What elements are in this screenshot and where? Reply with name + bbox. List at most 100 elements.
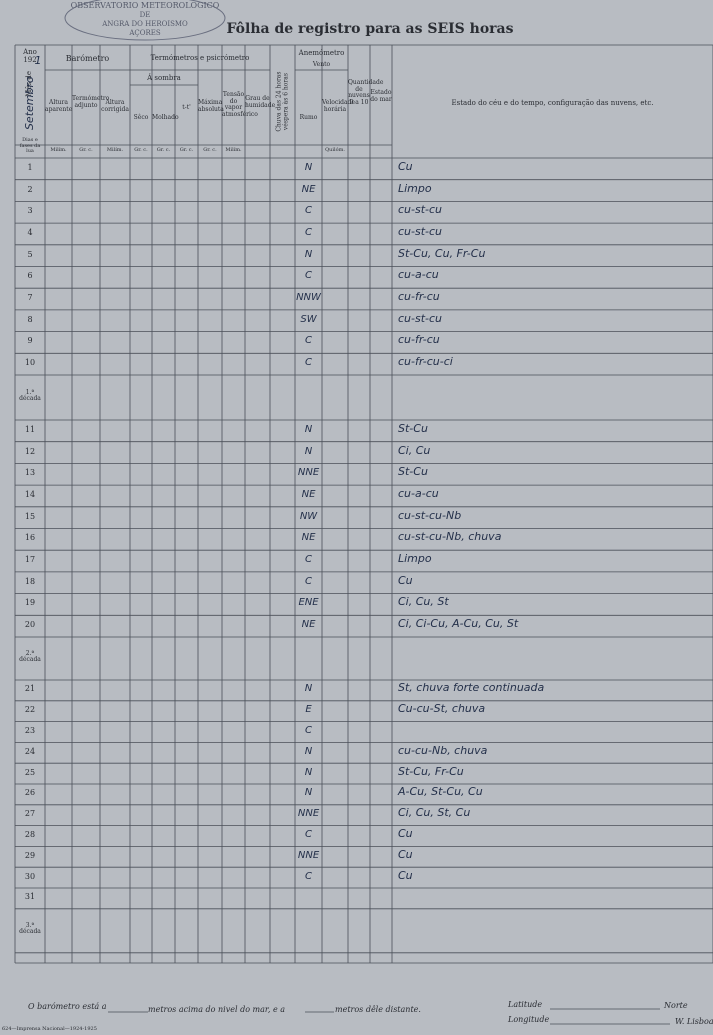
unit-label: Milím.: [50, 147, 67, 153]
wind-direction: NNE: [297, 467, 320, 479]
col-header: Chuva das 24 horas véspera às 6 horas: [275, 71, 289, 132]
footer-text: W. Lisboa: [675, 1017, 713, 1026]
wind-direction: C: [305, 829, 312, 840]
year-label: Ano 192: [23, 48, 37, 64]
day-number: 10: [24, 358, 36, 368]
day-number: 8: [27, 314, 33, 324]
sky-notes: Ci, Cu, St: [398, 595, 449, 609]
sky-notes: cu-st-cu-Nb: [398, 508, 462, 522]
day-number: 31: [24, 892, 36, 902]
sky-notes: St-Cu: [398, 421, 428, 435]
footer-text: 624—Imprensa Nacional—1924-1925: [2, 1026, 97, 1032]
day-number: 11: [24, 424, 36, 434]
days-label: Dias e fases da lua: [19, 137, 41, 154]
sky-notes: Cu: [398, 573, 413, 587]
col-header: Estado do céu e do tempo, configuração d…: [451, 99, 654, 107]
decade-label: 3.ª década: [19, 921, 41, 936]
unit-label: Milím.: [106, 147, 124, 153]
wind-direction: N: [304, 683, 313, 695]
sky-notes: cu-st-cu: [398, 203, 443, 217]
day-number: 15: [24, 511, 36, 521]
wind-direction: C: [305, 870, 312, 882]
wind-direction: C: [305, 335, 312, 347]
wind-direction: NE: [301, 619, 316, 631]
group-header: Barómetro: [65, 54, 110, 63]
unit-label: Quilóm.: [325, 147, 345, 153]
wind-direction: NE: [301, 532, 316, 544]
wind-direction: ENE: [298, 597, 319, 609]
day-number: 5: [27, 249, 33, 259]
footer-text: Longitude: [508, 1015, 550, 1024]
sky-notes: Cu: [398, 868, 413, 882]
wind-direction: NNE: [297, 849, 320, 861]
day-number: 25: [24, 767, 36, 777]
day-number: 20: [24, 620, 36, 630]
decade-label: 1.ª década: [19, 388, 41, 403]
col-header: Sêco: [133, 114, 149, 121]
col-header: Grau de humidade: [245, 95, 276, 109]
year-hand: 1: [34, 54, 42, 67]
wind-direction: SW: [300, 313, 317, 325]
sky-notes: cu-st-cu: [398, 311, 443, 325]
day-number: 28: [24, 830, 36, 839]
col-header: Altura aparente: [45, 99, 73, 113]
sky-notes: St, chuva forte continuada: [398, 681, 545, 695]
stamp-ring: [64, 0, 226, 41]
day-number: 23: [24, 726, 36, 735]
sky-notes: Ci, Ci-Cu, A-Cu, Cu, St: [398, 617, 519, 631]
sky-notes: St-Cu, Fr-Cu: [398, 764, 464, 778]
wind-direction: NE: [301, 488, 316, 500]
day-number: 14: [24, 489, 36, 499]
day-number: 24: [24, 746, 36, 756]
sky-notes: Ci, Cu, St, Cu: [398, 806, 471, 820]
wind-direction: C: [305, 357, 312, 369]
col-header: Máxima absoluta: [198, 99, 224, 113]
wind-direction: NW: [299, 510, 318, 522]
footer-text: O barómetro está a: [28, 1002, 107, 1011]
sky-notes: St-Cu, Cu, Fr-Cu: [398, 246, 486, 260]
sky-notes: Cu: [398, 827, 413, 840]
footer-text: metros acima do nivel do mar, e a: [148, 1005, 285, 1014]
wind-direction: E: [305, 704, 312, 716]
sky-notes: Cu: [398, 159, 413, 173]
sky-notes: cu-a-cu: [398, 486, 439, 500]
sky-notes: A-Cu, St-Cu, Cu: [398, 785, 483, 799]
page-title: Fôlha de registro para as SEIS horas: [226, 21, 514, 37]
day-number: 12: [24, 446, 36, 456]
stamp: AÇORES: [129, 29, 161, 37]
wind-direction: N: [304, 766, 313, 778]
col-header: Quantidade de nuvens 0 a 10: [348, 79, 384, 106]
day-number: 13: [24, 468, 36, 478]
decade-label: 2.ª década: [19, 649, 41, 664]
unit-label: Gr. c.: [79, 147, 93, 153]
group-header: Vento: [312, 61, 331, 68]
col-header: Rumo: [299, 114, 318, 121]
col-header: Á sombra: [147, 74, 181, 82]
sky-notes: Cu: [398, 847, 413, 861]
footer-text: Norte: [664, 1001, 688, 1010]
col-header: Estado do mar: [370, 89, 392, 103]
day-number: 27: [24, 809, 36, 819]
unit-label: Gr. c.: [134, 147, 148, 153]
unit-label: Milím.: [225, 147, 242, 153]
wind-direction: N: [304, 745, 313, 757]
col-header: t-t': [182, 104, 191, 111]
sky-notes: cu-fr-cu: [398, 290, 440, 304]
sky-notes: cu-fr-cu-ci: [398, 355, 453, 369]
day-number: 16: [24, 533, 36, 543]
month-hand: Setembro: [22, 76, 36, 131]
wind-direction: NNE: [297, 808, 320, 820]
wind-direction: N: [304, 423, 313, 435]
sky-notes: cu-st-cu-Nb, chuva: [398, 530, 502, 544]
sky-notes: Limpo: [398, 181, 432, 195]
day-number: 1: [27, 162, 33, 172]
sky-notes: cu-fr-cu: [398, 333, 440, 347]
wind-direction: C: [305, 575, 312, 587]
day-number: 30: [24, 871, 36, 881]
day-number: 3: [27, 206, 33, 216]
stamp: DE: [139, 11, 151, 19]
sky-notes: cu-cu-Nb, chuva: [398, 743, 488, 757]
unit-label: Gr. c.: [203, 147, 217, 153]
footer-text: Latitude: [508, 1000, 543, 1009]
